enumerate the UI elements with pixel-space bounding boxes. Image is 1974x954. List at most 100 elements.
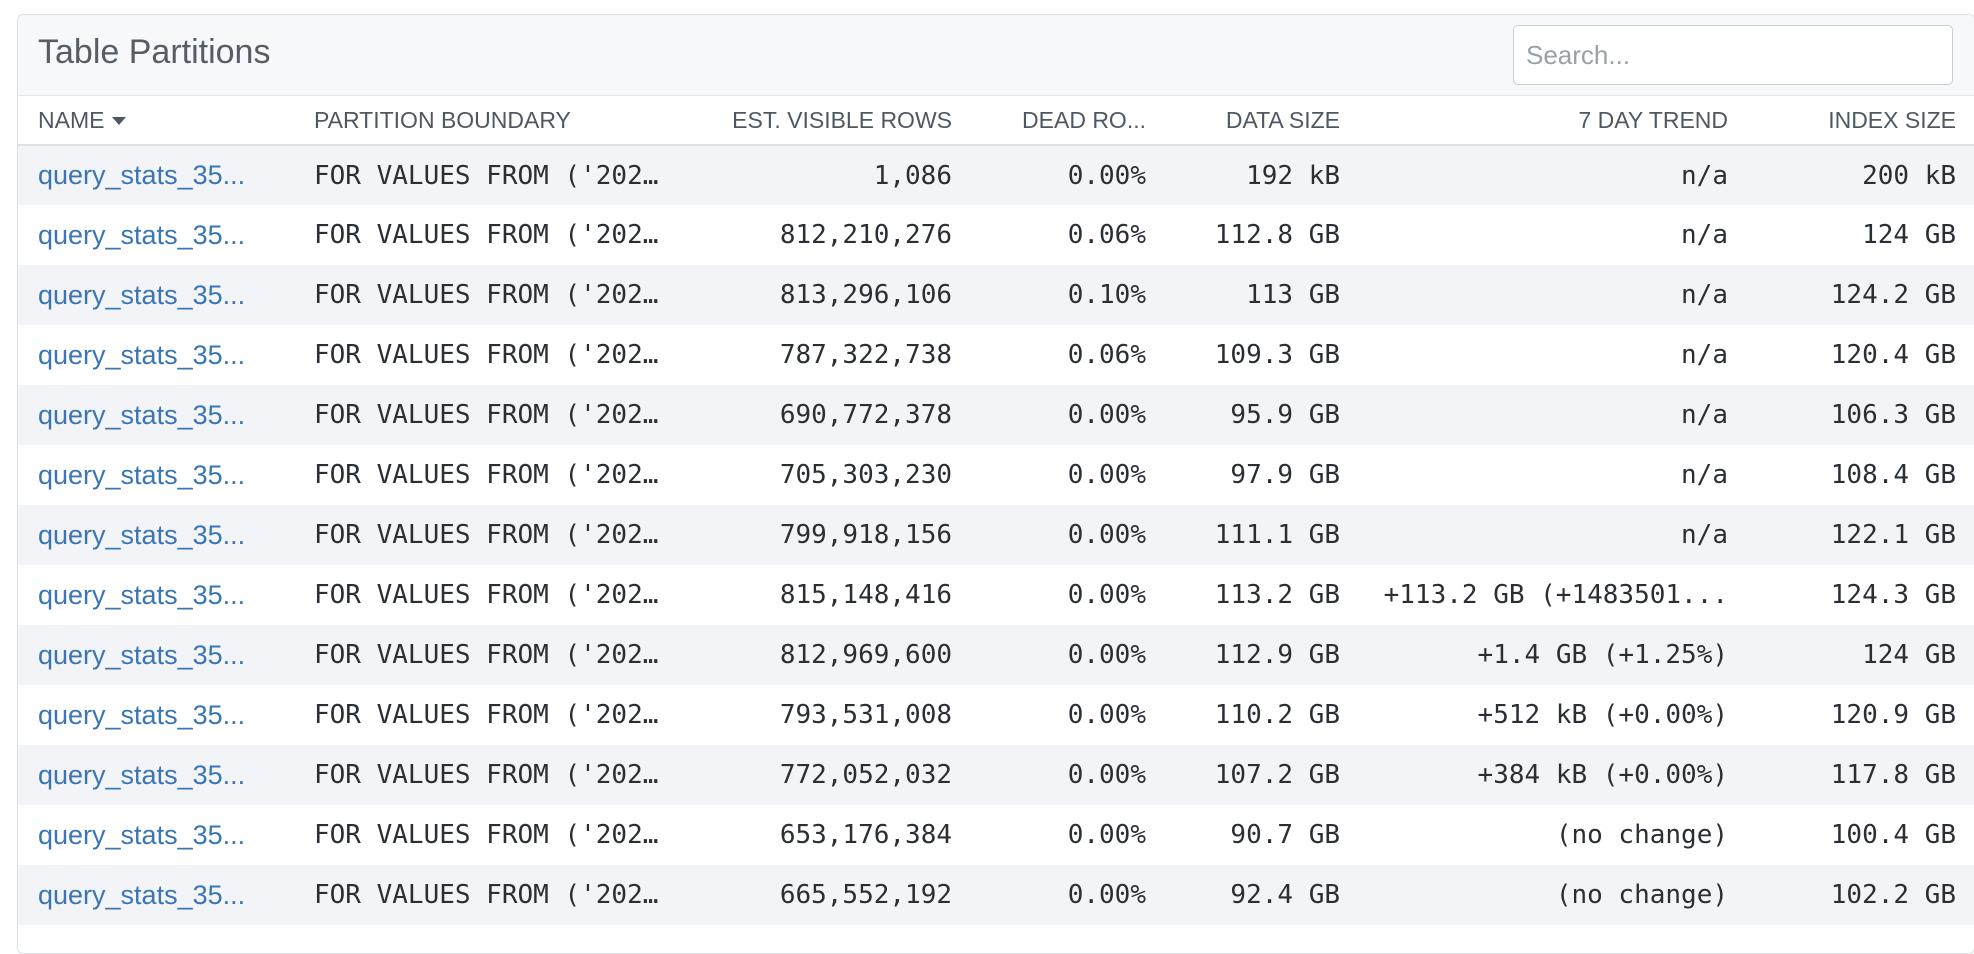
- column-header-dead-rows[interactable]: DEAD RO...: [972, 96, 1166, 146]
- dead-rows-cell: 0.10%: [1067, 280, 1146, 310]
- trend-cell: +113.2 GB (+1483501...: [1383, 580, 1728, 610]
- dead-rows-cell: 0.00%: [1067, 580, 1146, 610]
- dead-rows-cell: 0.06%: [1067, 340, 1146, 370]
- partition-boundary-cell: FOR VALUES FROM ('202...: [314, 580, 682, 610]
- partition-boundary-cell: FOR VALUES FROM ('202...: [314, 880, 682, 910]
- dead-rows-cell: 0.00%: [1067, 520, 1146, 550]
- index-size-cell: 117.8 GB: [1830, 760, 1956, 790]
- est-visible-rows-cell: 799,918,156: [779, 520, 952, 550]
- partition-boundary-cell: FOR VALUES FROM ('202...: [314, 520, 682, 550]
- column-header-est-visible-rows[interactable]: EST. VISIBLE ROWS: [682, 96, 972, 146]
- partition-name-cell: query_stats_35...: [18, 265, 294, 325]
- data-size-cell: 112.9 GB: [1214, 640, 1340, 670]
- partitions-table: NAME PARTITION BOUNDARY EST. VISIBLE ROW…: [18, 96, 1974, 925]
- est-visible-rows-cell: 1,086: [873, 160, 952, 191]
- partition-name-cell: query_stats_35...: [18, 865, 294, 925]
- partition-name-link[interactable]: query_stats_35...: [38, 759, 246, 790]
- partition-boundary-cell: FOR VALUES FROM ('202...: [314, 220, 682, 250]
- trend-cell: (no change): [1555, 820, 1728, 850]
- partition-name-cell: query_stats_35...: [18, 205, 294, 265]
- dead-rows-cell: 0.00%: [1067, 400, 1146, 430]
- trend-cell: +384 kB (+0.00%): [1477, 760, 1728, 790]
- partition-name-link[interactable]: query_stats_35...: [38, 879, 246, 910]
- partition-name-cell: query_stats_35...: [18, 805, 294, 865]
- trend-cell: n/a: [1681, 460, 1728, 490]
- data-size-cell: 97.9 GB: [1230, 460, 1340, 490]
- column-header-label: NAME: [38, 106, 105, 133]
- partition-name-link[interactable]: query_stats_35...: [38, 639, 246, 670]
- index-size-cell: 122.1 GB: [1830, 520, 1956, 550]
- est-visible-rows-cell: 793,531,008: [779, 700, 952, 730]
- index-size-cell: 106.3 GB: [1830, 400, 1956, 430]
- dead-rows-cell: 0.00%: [1067, 160, 1146, 191]
- column-header-index-size[interactable]: INDEX SIZE: [1748, 96, 1974, 146]
- table-row: query_stats_35... FOR VALUES FROM ('202.…: [18, 865, 1974, 925]
- trend-cell: +1.4 GB (+1.25%): [1477, 640, 1728, 670]
- dead-rows-cell: 0.00%: [1067, 820, 1146, 850]
- table-row: query_stats_35... FOR VALUES FROM ('202.…: [18, 505, 1974, 565]
- partition-boundary-cell: FOR VALUES FROM ('202...: [314, 340, 682, 370]
- partition-name-cell: query_stats_35...: [18, 625, 294, 685]
- dead-rows-cell: 0.06%: [1067, 220, 1146, 250]
- sort-descending-icon: [112, 117, 127, 126]
- partition-name-link[interactable]: query_stats_35...: [38, 339, 246, 370]
- est-visible-rows-cell: 653,176,384: [779, 820, 952, 850]
- est-visible-rows-cell: 813,296,106: [779, 280, 952, 310]
- partition-name-link[interactable]: query_stats_35...: [38, 699, 246, 730]
- table-row: query_stats_35... FOR VALUES FROM ('202.…: [18, 265, 1974, 325]
- dead-rows-cell: 0.00%: [1067, 700, 1146, 730]
- partition-name-link[interactable]: query_stats_35...: [38, 519, 246, 550]
- data-size-cell: 90.7 GB: [1230, 820, 1340, 850]
- partition-name-cell: query_stats_35...: [18, 445, 294, 505]
- partition-name-cell: query_stats_35...: [18, 505, 294, 565]
- partition-name-link[interactable]: query_stats_35...: [38, 819, 246, 850]
- table-row: query_stats_35... FOR VALUES FROM ('202.…: [18, 805, 1974, 865]
- table-row: query_stats_35... FOR VALUES FROM ('202.…: [18, 325, 1974, 385]
- partition-boundary-cell: FOR VALUES FROM ('202...: [314, 280, 682, 310]
- est-visible-rows-cell: 812,210,276: [779, 220, 952, 250]
- partition-name-cell: query_stats_35...: [18, 385, 294, 445]
- column-header-partition-boundary[interactable]: PARTITION BOUNDARY: [294, 96, 682, 146]
- table-row: query_stats_35... FOR VALUES FROM ('202.…: [18, 745, 1974, 805]
- index-size-cell: 120.4 GB: [1830, 340, 1956, 370]
- partition-name-link[interactable]: query_stats_35...: [38, 459, 246, 490]
- est-visible-rows-cell: 815,148,416: [779, 580, 952, 610]
- partition-name-link[interactable]: query_stats_35...: [38, 219, 246, 250]
- partition-name-link[interactable]: query_stats_35...: [38, 579, 246, 610]
- column-header-7-day-trend[interactable]: 7 DAY TREND: [1360, 96, 1748, 146]
- column-header-data-size[interactable]: DATA SIZE: [1166, 96, 1360, 146]
- partition-name-link[interactable]: query_stats_35...: [38, 160, 246, 190]
- est-visible-rows-cell: 665,552,192: [779, 880, 952, 910]
- column-header-name[interactable]: NAME: [18, 96, 294, 146]
- est-visible-rows-cell: 812,969,600: [779, 640, 952, 670]
- partition-name-cell: query_stats_35...: [18, 565, 294, 625]
- trend-cell: n/a: [1681, 400, 1728, 430]
- dead-rows-cell: 0.00%: [1067, 760, 1146, 790]
- partition-boundary-cell: FOR VALUES FROM ('202...: [314, 160, 682, 191]
- index-size-cell: 108.4 GB: [1830, 460, 1956, 490]
- data-size-cell: 110.2 GB: [1214, 700, 1340, 730]
- data-size-cell: 192 kB: [1246, 160, 1340, 191]
- table-row: query_stats_35... FOR VALUES FROM ('202.…: [18, 145, 1974, 205]
- est-visible-rows-cell: 705,303,230: [779, 460, 952, 490]
- partition-boundary-cell: FOR VALUES FROM ('202...: [314, 400, 682, 430]
- panel-header: Table Partitions: [18, 15, 1974, 96]
- index-size-cell: 102.2 GB: [1830, 880, 1956, 910]
- partition-name-link[interactable]: query_stats_35...: [38, 399, 246, 430]
- data-size-cell: 107.2 GB: [1214, 760, 1340, 790]
- partition-name-cell: query_stats_35...: [18, 325, 294, 385]
- dead-rows-cell: 0.00%: [1067, 460, 1146, 490]
- search-input[interactable]: [1513, 25, 1953, 85]
- est-visible-rows-cell: 772,052,032: [779, 760, 952, 790]
- trend-cell: n/a: [1681, 520, 1728, 550]
- index-size-cell: 124 GB: [1862, 640, 1956, 670]
- index-size-cell: 100.4 GB: [1830, 820, 1956, 850]
- dead-rows-cell: 0.00%: [1067, 640, 1146, 670]
- partition-boundary-cell: FOR VALUES FROM ('202...: [314, 760, 682, 790]
- index-size-cell: 124 GB: [1862, 220, 1956, 250]
- partition-name-cell: query_stats_35...: [18, 145, 294, 205]
- trend-cell: n/a: [1681, 340, 1728, 370]
- partition-boundary-cell: FOR VALUES FROM ('202...: [314, 820, 682, 850]
- partition-name-cell: query_stats_35...: [18, 685, 294, 745]
- partition-name-link[interactable]: query_stats_35...: [38, 279, 246, 310]
